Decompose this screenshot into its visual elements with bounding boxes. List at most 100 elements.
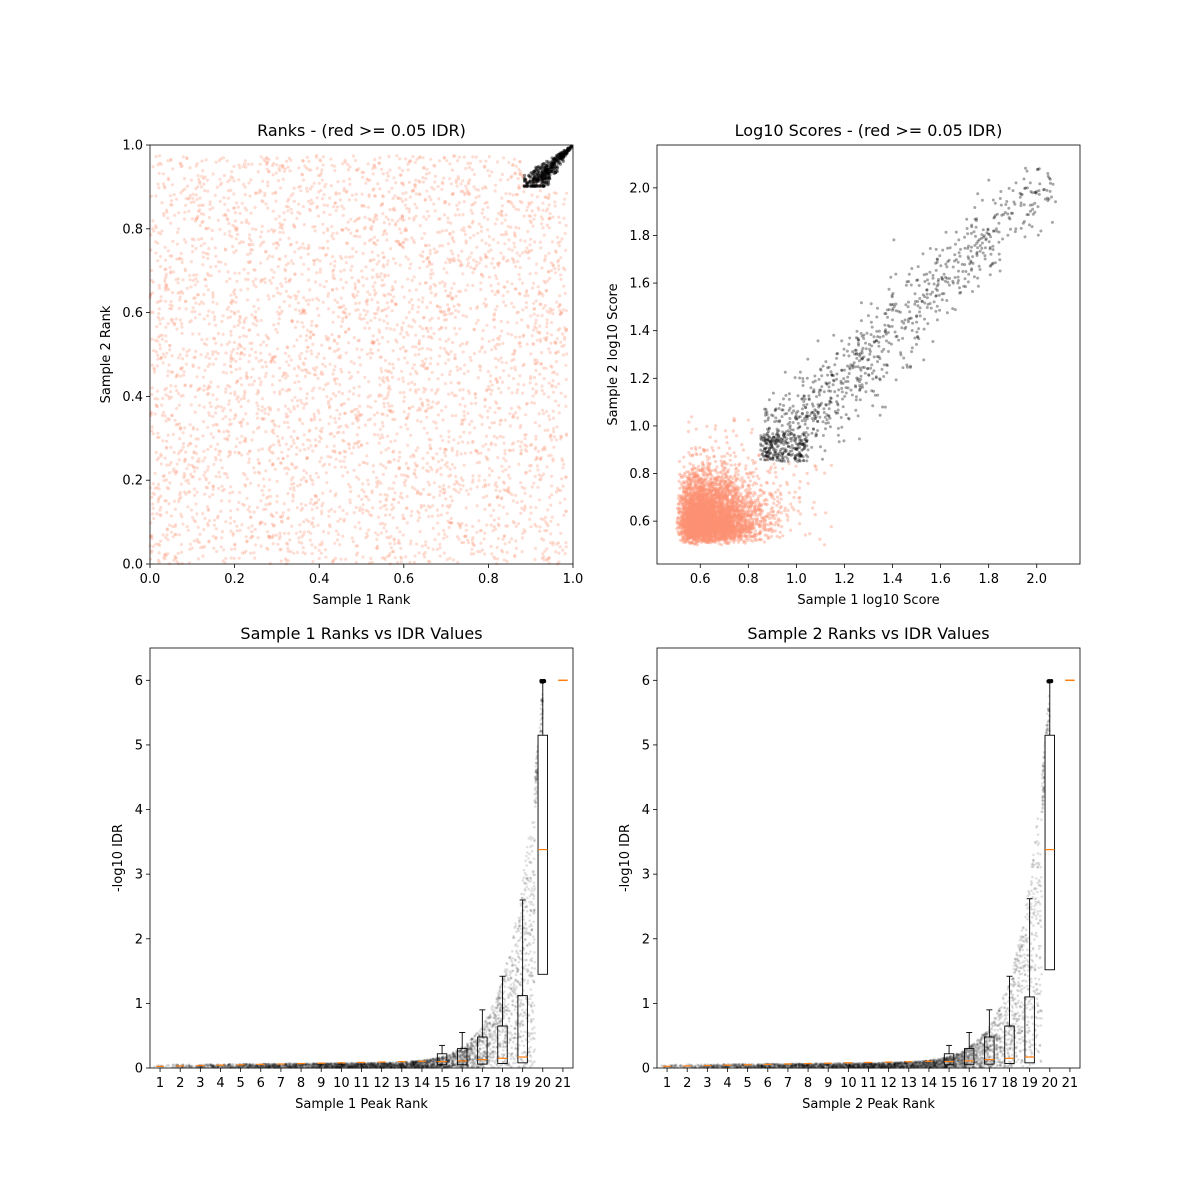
data-point (159, 505, 163, 510)
data-point (461, 272, 465, 276)
data-point (202, 473, 206, 477)
data-point (477, 478, 481, 482)
data-point (311, 516, 315, 520)
data-point (430, 316, 434, 320)
data-point (414, 192, 418, 196)
data-point (340, 257, 344, 261)
data-point (533, 421, 537, 425)
data-point (304, 299, 308, 303)
data-point (278, 366, 282, 370)
data-point (201, 255, 205, 259)
data-point (163, 388, 167, 392)
data-point (484, 305, 488, 309)
data-point (196, 280, 200, 284)
data-point (352, 234, 356, 238)
data-point (338, 383, 342, 387)
data-point (214, 406, 218, 410)
data-point (544, 289, 549, 293)
data-point (169, 384, 173, 388)
data-point (515, 251, 519, 255)
data-point (239, 288, 243, 292)
data-point (259, 351, 263, 355)
data-point (365, 534, 369, 538)
data-point (483, 201, 487, 205)
data-point (465, 264, 469, 268)
data-point (205, 226, 209, 230)
data-point (199, 185, 204, 189)
data-point (229, 293, 233, 297)
data-point (549, 433, 553, 438)
data-point (392, 206, 396, 210)
data-point (500, 204, 504, 208)
data-point (355, 234, 359, 238)
data-point (417, 352, 421, 357)
data-point (390, 288, 394, 292)
data-point (456, 207, 460, 212)
data-point (207, 539, 211, 543)
data-point (377, 342, 381, 346)
data-point (183, 299, 188, 304)
data-point (301, 242, 305, 246)
data-point (296, 404, 300, 408)
data-point (338, 543, 342, 547)
data-point (469, 208, 473, 212)
data-point (223, 248, 228, 252)
data-point (335, 408, 339, 412)
data-point (545, 159, 549, 163)
data-point (248, 328, 252, 332)
data-point (456, 560, 460, 564)
data-point (154, 154, 158, 159)
data-point (393, 542, 397, 546)
data-point (191, 244, 195, 248)
data-point (357, 445, 361, 449)
data-point (410, 278, 414, 283)
data-point (454, 394, 458, 398)
data-point (424, 281, 428, 285)
data-point (161, 474, 165, 478)
data-point (547, 226, 551, 230)
data-point (375, 275, 379, 279)
data-point (258, 521, 263, 525)
data-point (168, 471, 172, 475)
data-point (521, 176, 525, 180)
data-point (492, 434, 496, 438)
data-point (289, 207, 293, 211)
data-point (334, 209, 338, 213)
data-point (401, 199, 405, 204)
data-point (195, 375, 199, 379)
data-point (157, 551, 161, 555)
data-point (250, 313, 254, 317)
data-point (466, 161, 470, 166)
data-point (272, 390, 276, 394)
data-point (241, 240, 246, 244)
data-point (243, 391, 247, 395)
data-point (322, 210, 326, 215)
data-point (166, 159, 170, 163)
data-point (220, 536, 224, 540)
data-point (403, 356, 407, 360)
data-point (443, 454, 448, 458)
data-point (213, 411, 217, 415)
data-point (448, 260, 452, 265)
data-point (299, 189, 303, 193)
data-point (280, 374, 285, 378)
data-point (564, 509, 568, 513)
data-point (493, 183, 498, 187)
data-point (251, 242, 255, 246)
data-point (375, 214, 379, 218)
data-point (452, 304, 456, 308)
data-point (188, 542, 192, 546)
data-point (301, 204, 305, 209)
data-point (520, 506, 524, 510)
data-point (483, 404, 487, 408)
data-point (391, 549, 396, 554)
data-point (556, 523, 560, 527)
data-point (249, 178, 253, 182)
data-point (232, 340, 236, 345)
data-point (259, 278, 263, 282)
data-point (407, 310, 411, 314)
data-point (342, 439, 346, 443)
data-point (193, 520, 197, 524)
data-point (217, 429, 221, 433)
data-point (412, 560, 416, 564)
